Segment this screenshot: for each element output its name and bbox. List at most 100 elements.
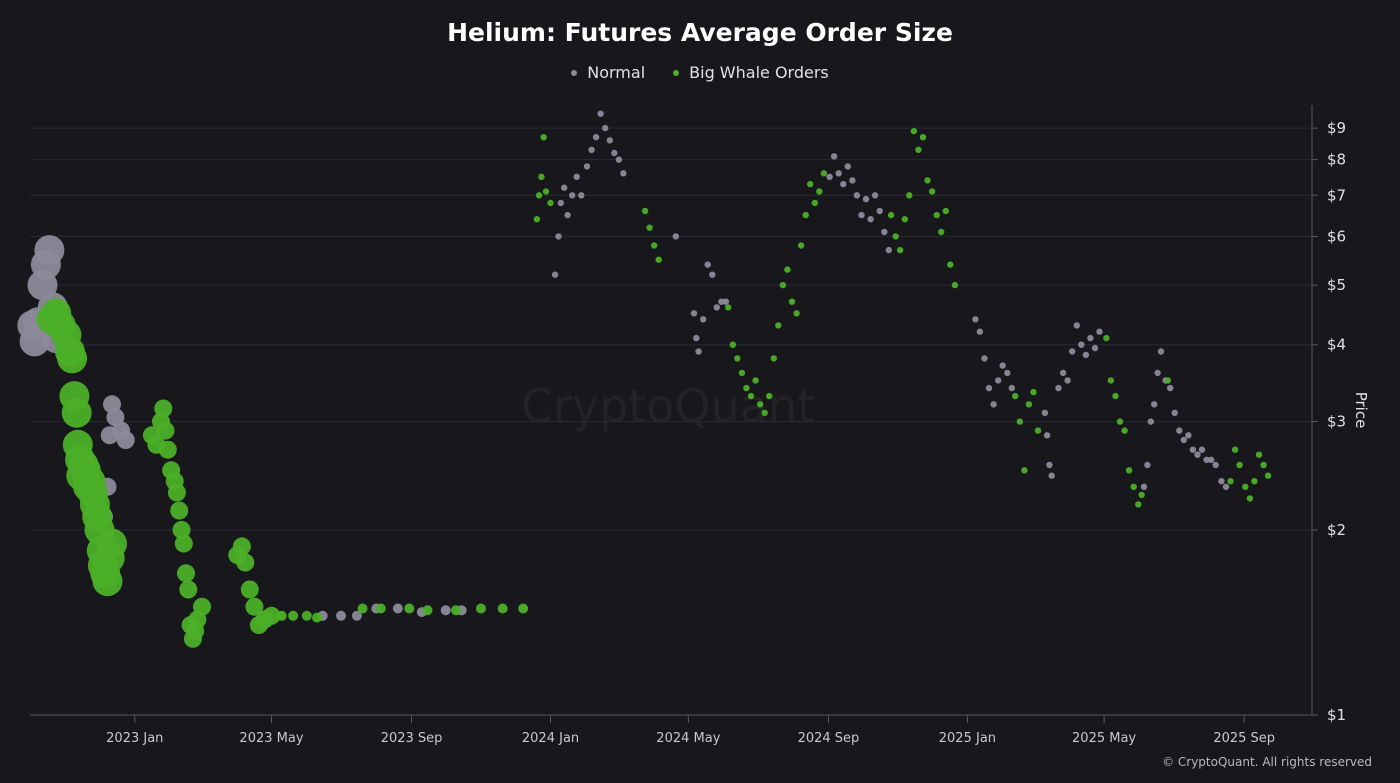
- data-point: [172, 520, 191, 539]
- data-point: [564, 211, 571, 219]
- data-point: [976, 328, 984, 335]
- data-point: [1222, 483, 1230, 490]
- data-point: [1048, 472, 1055, 479]
- data-point: [288, 610, 299, 621]
- data-point: [887, 211, 895, 219]
- x-tick-label: 2024 Jan: [522, 731, 579, 746]
- chart-title: Helium: Futures Average Order Size: [447, 18, 953, 47]
- data-point: [725, 304, 732, 311]
- data-point: [770, 355, 777, 362]
- data-point: [743, 384, 750, 392]
- data-point: [919, 134, 927, 141]
- data-point: [1130, 483, 1137, 490]
- data-point: [440, 605, 451, 616]
- data-point: [729, 341, 736, 348]
- data-point: [569, 192, 576, 199]
- data-point: [734, 355, 741, 362]
- y-tick-label: $8: [1327, 151, 1346, 169]
- data-point: [1164, 377, 1172, 384]
- legend-label-big-whale-orders: Big Whale Orders: [689, 63, 829, 82]
- data-point: [876, 207, 883, 215]
- data-point: [1242, 483, 1249, 490]
- data-point: [826, 173, 833, 180]
- data-point: [849, 177, 856, 184]
- data-point: [906, 192, 913, 199]
- data-point: [1157, 348, 1165, 355]
- x-tick-label: 2025 May: [1072, 731, 1136, 746]
- y-tick-label: $3: [1327, 413, 1346, 431]
- data-point: [602, 124, 609, 132]
- x-tick-label: 2024 Sep: [798, 731, 860, 746]
- data-point: [747, 392, 755, 400]
- data-point: [985, 384, 993, 392]
- data-point: [1016, 418, 1023, 425]
- data-point: [972, 316, 979, 323]
- data-point: [816, 188, 823, 195]
- data-point: [700, 316, 707, 323]
- data-point: [713, 304, 720, 311]
- data-point: [1218, 478, 1225, 485]
- data-point: [1043, 432, 1051, 439]
- y-tick-label: $9: [1327, 119, 1346, 137]
- data-point: [1236, 461, 1243, 469]
- legend-item-big-whale-orders[interactable]: Big Whale Orders: [673, 63, 829, 82]
- data-point: [547, 199, 554, 207]
- data-point: [999, 362, 1006, 369]
- data-point: [881, 228, 888, 236]
- data-point: [1255, 451, 1263, 458]
- data-point: [901, 216, 908, 223]
- data-point: [1264, 472, 1272, 479]
- legend-label-normal: Normal: [587, 63, 646, 82]
- data-point: [951, 281, 959, 289]
- data-point: [1138, 491, 1145, 499]
- data-point: [1087, 334, 1094, 342]
- data-point: [1231, 446, 1239, 453]
- data-point: [1189, 446, 1197, 453]
- data-point: [897, 246, 904, 254]
- y-tick-label: $2: [1327, 521, 1346, 539]
- data-point: [92, 566, 123, 597]
- watermark: CryptoQuant: [521, 379, 815, 433]
- data-point: [1180, 436, 1188, 444]
- data-point: [690, 310, 698, 317]
- data-point: [693, 334, 700, 342]
- data-point: [1082, 351, 1090, 359]
- data-point: [646, 224, 653, 231]
- data-point: [1167, 384, 1174, 392]
- data-point: [240, 580, 259, 599]
- data-point: [915, 146, 922, 153]
- data-point: [807, 180, 814, 188]
- data-point: [392, 603, 403, 614]
- data-point: [1069, 348, 1076, 355]
- legend-dot-whale-icon: [673, 69, 680, 76]
- data-point: [858, 211, 865, 219]
- data-point: [718, 298, 725, 305]
- data-point: [116, 431, 135, 449]
- x-tick-label: 2025 Jan: [939, 731, 996, 746]
- data-point: [542, 188, 550, 195]
- data-point: [1055, 384, 1062, 392]
- data-point: [1025, 401, 1033, 408]
- data-point: [1176, 427, 1183, 434]
- legend-item-normal[interactable]: Normal: [571, 63, 645, 82]
- data-point: [928, 188, 936, 195]
- data-point: [766, 392, 773, 400]
- data-point: [561, 184, 568, 191]
- data-point: [641, 207, 649, 215]
- data-point: [620, 170, 627, 177]
- data-point: [177, 564, 195, 583]
- data-point: [651, 242, 658, 249]
- data-point: [535, 192, 543, 199]
- data-point: [236, 553, 255, 572]
- data-point: [1073, 322, 1081, 329]
- data-point: [158, 440, 177, 459]
- data-point: [245, 597, 264, 616]
- data-point: [709, 271, 716, 278]
- data-point: [606, 137, 613, 144]
- data-point: [1012, 392, 1019, 400]
- data-point: [351, 610, 362, 621]
- data-point: [933, 211, 940, 219]
- data-point: [722, 298, 730, 305]
- data-point: [871, 192, 879, 199]
- data-point: [154, 399, 173, 418]
